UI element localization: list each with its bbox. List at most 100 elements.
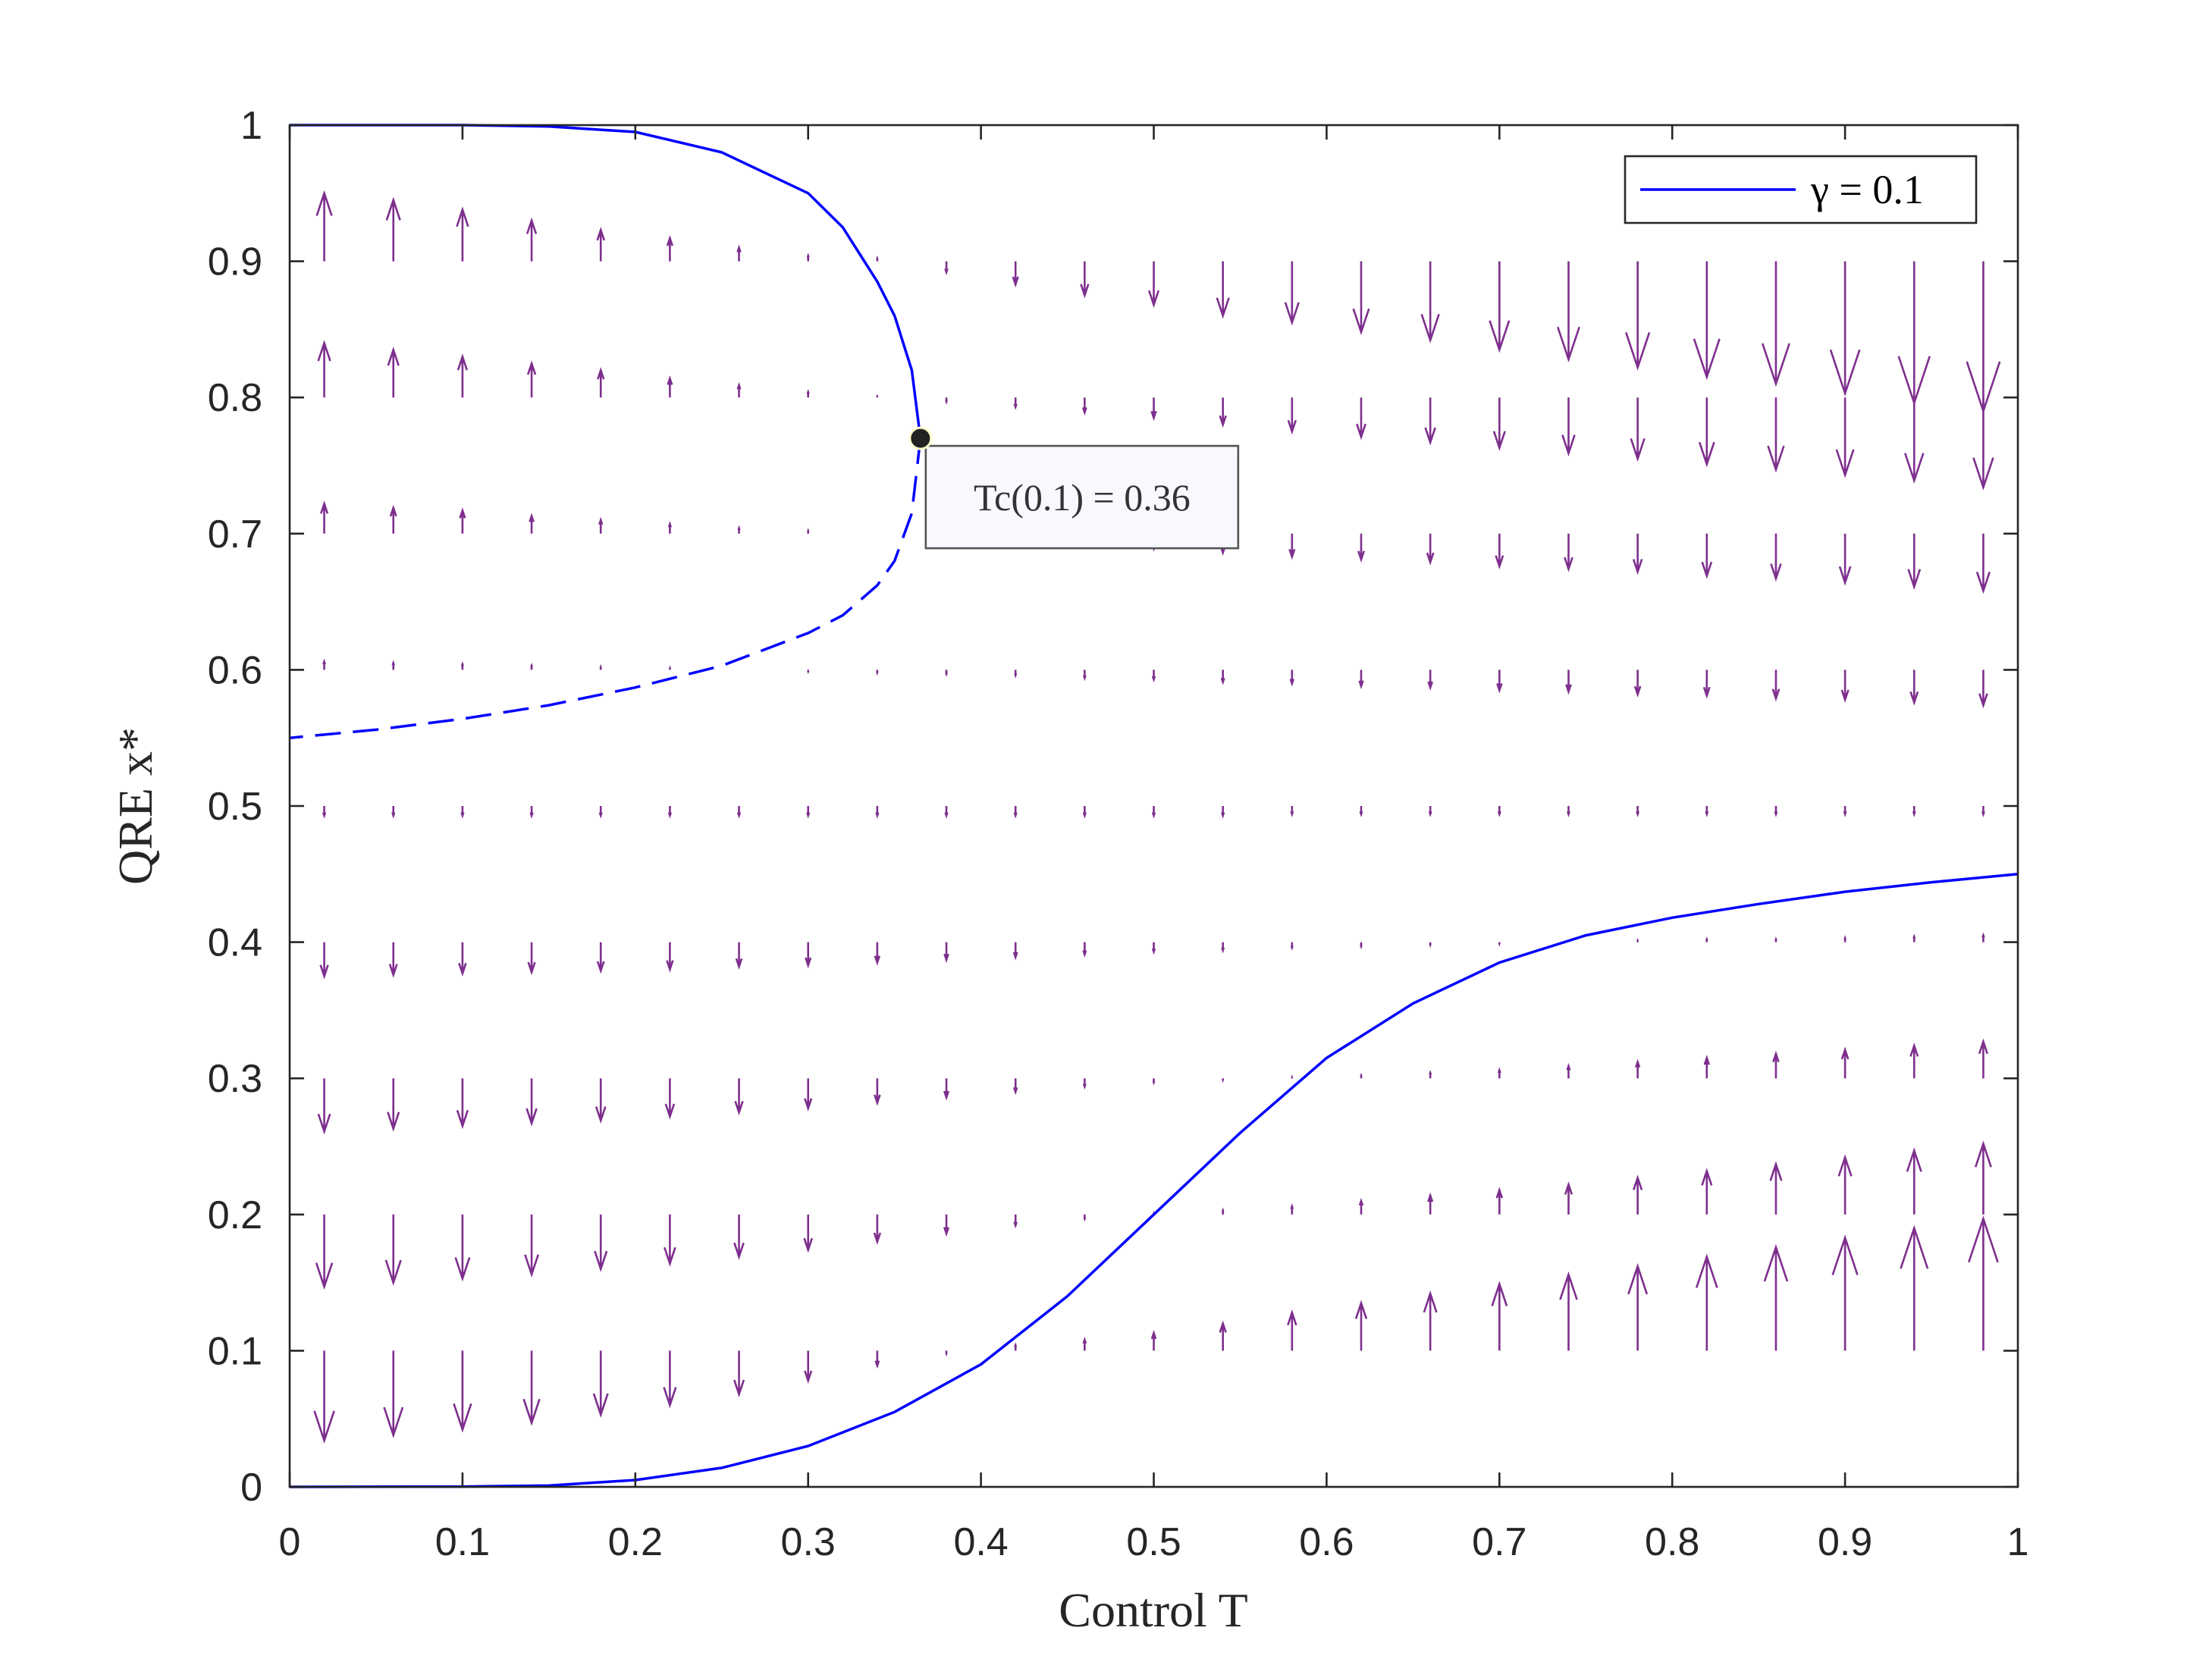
quiver-arrow bbox=[736, 806, 742, 819]
quiver-arrow bbox=[1693, 261, 1721, 381]
quiver-arrow bbox=[1082, 670, 1087, 682]
quiver-arrow bbox=[1968, 1215, 1999, 1351]
y-tick-label: 0.1 bbox=[208, 1329, 262, 1373]
quiver-arrow bbox=[1761, 261, 1790, 387]
quiver-arrow bbox=[1981, 932, 1985, 942]
quiver-arrow bbox=[1014, 670, 1018, 679]
quiver-arrow bbox=[1420, 261, 1440, 343]
quiver-arrow bbox=[529, 806, 534, 819]
quiver-arrow bbox=[1082, 942, 1087, 958]
quiver-arrow bbox=[1150, 397, 1157, 422]
quiver-arrow bbox=[315, 190, 333, 262]
quiver-arrow bbox=[1567, 806, 1570, 817]
quiver-arrow bbox=[803, 1214, 814, 1253]
quiver-arrow bbox=[1290, 806, 1294, 817]
quiver-arrow bbox=[1701, 1168, 1713, 1215]
quiver-arrow bbox=[944, 806, 949, 819]
quiver-arrow bbox=[526, 217, 538, 262]
quiver-arrow bbox=[1290, 1203, 1294, 1215]
y-axis-label: QRE x* bbox=[108, 727, 162, 885]
quiver-arrow bbox=[1912, 806, 1916, 817]
quiver-arrow bbox=[524, 1214, 539, 1278]
quiver-arrow bbox=[458, 942, 467, 977]
quiver-arrow bbox=[734, 1078, 744, 1116]
quiver-arrow bbox=[1152, 1078, 1156, 1086]
y-tick-label: 1 bbox=[240, 104, 262, 148]
quiver-arrow bbox=[322, 658, 326, 670]
quiver-arrow bbox=[1221, 942, 1225, 954]
quiver-arrow bbox=[735, 942, 743, 971]
y-tick-label: 0.6 bbox=[208, 648, 262, 692]
quiver-arrow bbox=[1497, 806, 1501, 817]
quiver-arrow bbox=[597, 367, 605, 398]
quiver-arrow bbox=[943, 1078, 950, 1101]
quiver-arrow bbox=[1352, 261, 1370, 336]
quiver-arrow bbox=[319, 942, 329, 980]
quiver-arrow bbox=[317, 1078, 331, 1135]
quiver-arrow bbox=[1216, 261, 1230, 319]
quiver-arrow bbox=[1705, 936, 1708, 942]
y-tick-label: 0.7 bbox=[208, 513, 262, 557]
x-tick-label: 0.4 bbox=[953, 1520, 1008, 1564]
x-tick-label: 0.7 bbox=[1472, 1520, 1526, 1564]
quiver-arrow bbox=[1838, 533, 1852, 586]
x-tick-label: 0.5 bbox=[1126, 1520, 1181, 1564]
quiver-arrow bbox=[1632, 533, 1643, 575]
quiver-arrow bbox=[1359, 806, 1363, 817]
quiver-arrow bbox=[663, 1350, 677, 1409]
quiver-arrow bbox=[1360, 942, 1363, 950]
quiver-arrow bbox=[391, 806, 396, 819]
quiver-arrow bbox=[806, 252, 810, 262]
quiver-arrow bbox=[1489, 261, 1511, 353]
quiver-arrow bbox=[1083, 1214, 1087, 1222]
quiver-arrow bbox=[527, 942, 536, 976]
quiver-arrow bbox=[666, 234, 673, 262]
quiver-arrow bbox=[874, 1350, 880, 1369]
quiver-arrow bbox=[1429, 1069, 1432, 1079]
x-tick-label: 0.9 bbox=[1818, 1520, 1872, 1564]
quiver-arrow bbox=[1966, 261, 2001, 415]
quiver-arrow bbox=[1221, 806, 1225, 819]
quiver-arrow bbox=[1081, 397, 1087, 416]
quiver-arrow bbox=[457, 353, 469, 398]
quiver-arrow bbox=[733, 1350, 745, 1397]
quiver-arrow bbox=[1840, 670, 1850, 704]
x-tick-label: 0.6 bbox=[1299, 1520, 1354, 1564]
quiver-arrow bbox=[1290, 942, 1294, 951]
x-tick-label: 0.8 bbox=[1645, 1520, 1699, 1564]
quiver-arrow bbox=[1013, 806, 1018, 819]
quiver-arrow bbox=[1495, 1187, 1504, 1215]
quiver-arrow bbox=[1150, 1329, 1157, 1351]
y-tick-label: 0 bbox=[240, 1466, 262, 1510]
quiver-arrow bbox=[1221, 1207, 1225, 1215]
quiver-arrow bbox=[1630, 397, 1646, 463]
quiver-arrow bbox=[1151, 670, 1156, 683]
quiver-arrow bbox=[874, 1078, 881, 1106]
quiver-arrow bbox=[1774, 806, 1778, 817]
quiver-arrow bbox=[1491, 1281, 1508, 1351]
quiver-arrow bbox=[944, 261, 949, 276]
quiver-arrow bbox=[1564, 1181, 1574, 1215]
quiver-arrow bbox=[804, 1350, 813, 1385]
quiver-arrow bbox=[529, 513, 535, 534]
quiver-arrow bbox=[1012, 942, 1018, 961]
quiver-arrow bbox=[733, 1214, 745, 1260]
quiver-arrow bbox=[1427, 1192, 1434, 1215]
quiver-arrow bbox=[383, 1350, 404, 1438]
quiver-arrow bbox=[1495, 533, 1504, 570]
quiver-arrow bbox=[736, 381, 742, 398]
quiver-arrow bbox=[530, 662, 533, 670]
quiver-arrow bbox=[1703, 1055, 1710, 1079]
quiver-arrow bbox=[1080, 261, 1090, 299]
quiver-arrow bbox=[389, 504, 397, 534]
quiver-arrow bbox=[1427, 670, 1433, 691]
quiver-arrow bbox=[806, 388, 810, 398]
quiver-arrow bbox=[1358, 670, 1364, 690]
quiver-arrow bbox=[1564, 533, 1574, 572]
quiver-arrow bbox=[1636, 806, 1640, 817]
quiver-arrow bbox=[1907, 533, 1922, 590]
quiver-arrow bbox=[1561, 397, 1576, 456]
quiver-arrow bbox=[1220, 670, 1225, 685]
